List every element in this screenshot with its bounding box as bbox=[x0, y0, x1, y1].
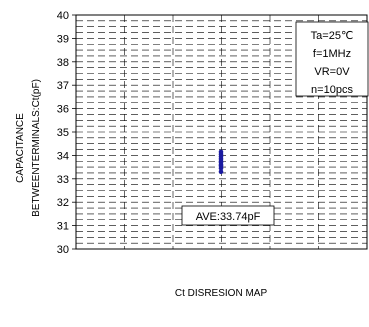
data-point bbox=[218, 149, 224, 155]
y-axis-ticks: 30 31 32 33 34 35 36 37 38 39 40 bbox=[57, 10, 76, 256]
condition-sample-count: n=10pcs bbox=[311, 84, 353, 96]
y-tick-label: 35 bbox=[57, 127, 69, 139]
condition-voltage: VR=0V bbox=[314, 66, 350, 78]
y-tick-label: 38 bbox=[57, 57, 69, 69]
grid-lines bbox=[76, 15, 367, 249]
average-annotation: AVE:33.74pF bbox=[181, 205, 275, 226]
average-label: AVE:33.74pF bbox=[196, 211, 261, 223]
y-tick-label: 37 bbox=[57, 80, 69, 92]
conditions-box bbox=[295, 21, 369, 97]
y-tick-label: 34 bbox=[57, 150, 69, 162]
y-tick-label: 32 bbox=[57, 197, 69, 209]
y-tick-label: 36 bbox=[57, 104, 69, 116]
y-axis-label-line2: BETWEENTERMINALS:Ct(pF) bbox=[31, 79, 42, 217]
y-tick-label: 33 bbox=[57, 174, 69, 186]
data-point bbox=[218, 169, 224, 175]
condition-temperature: Ta=25℃ bbox=[311, 30, 354, 42]
y-axis-label-line1: CAPACITANCE bbox=[15, 113, 26, 183]
conditions-legend: Ta=25℃ f=1MHz VR=0V n=10pcs bbox=[295, 21, 369, 97]
y-tick-label: 39 bbox=[57, 33, 69, 45]
y-tick-label: 40 bbox=[57, 10, 69, 22]
x-axis-label: Ct DISRESION MAP bbox=[175, 288, 268, 299]
data-points bbox=[218, 149, 224, 175]
y-tick-label: 31 bbox=[57, 221, 69, 233]
average-box bbox=[181, 205, 275, 226]
plot-frame bbox=[75, 14, 368, 250]
y-tick-label: 30 bbox=[57, 244, 69, 256]
condition-frequency: f=1MHz bbox=[313, 48, 351, 60]
